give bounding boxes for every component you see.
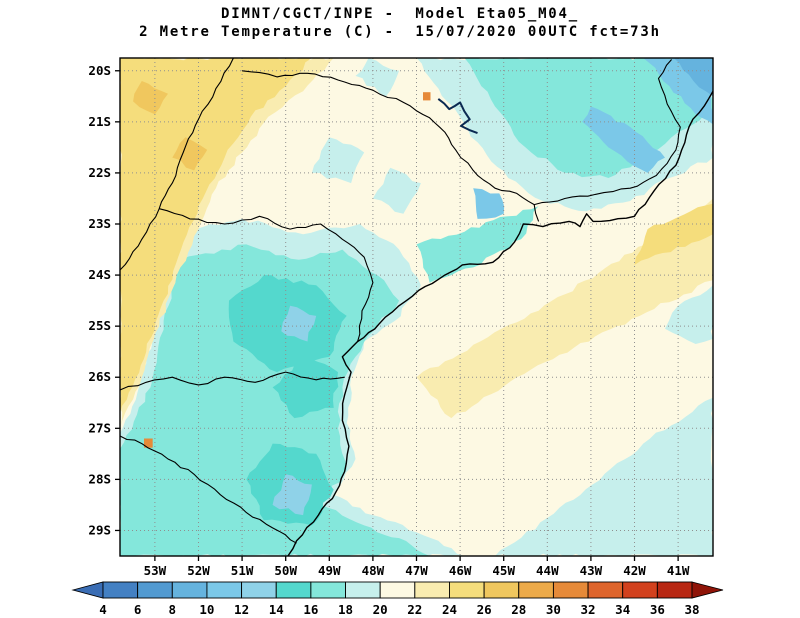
region-mantiqueira-cold-patch <box>473 188 505 219</box>
axes: 53W 52W 51W 50W 49W 48W 47W 46W 45W 44W 43W 42W 41W 2… <box>88 63 689 578</box>
colorbar-label: 16 <box>303 602 318 617</box>
lat-label: 21S <box>88 114 111 129</box>
colorbar-segment <box>275 581 312 599</box>
border-pr-sc <box>120 371 345 391</box>
colorbar-label: 12 <box>234 602 249 617</box>
border-sp-mg <box>242 70 540 222</box>
lon-label: 50W <box>274 563 297 578</box>
region-south-cool-core-c <box>272 356 339 419</box>
colorbar-segment <box>137 581 173 599</box>
colorbar-segment <box>414 581 450 599</box>
region-nw-warm-main <box>120 58 312 413</box>
region-offshore-warm-core <box>634 203 713 265</box>
colorbar-segment <box>206 581 243 599</box>
lat-label: 22S <box>88 165 111 180</box>
colorbar-label: 10 <box>199 602 214 617</box>
colorbar: 4 6 8 10 12 14 16 18 20 22 24 26 28 30 32 34 36 38 <box>71 581 724 617</box>
colorbar-label: 20 <box>373 602 388 617</box>
colorbar-segment <box>552 581 589 599</box>
region-ne-cold-streak <box>582 106 665 173</box>
colorbar-label: 30 <box>546 602 561 617</box>
furnas-reservoir <box>437 98 478 135</box>
colorbar-segment <box>587 581 624 599</box>
lon-label: 48W <box>362 563 385 578</box>
colorbar-segment <box>483 581 520 599</box>
colorbar-label: 28 <box>511 602 526 617</box>
region-top-mild-patch <box>355 58 400 97</box>
colorbar-segment <box>345 581 381 599</box>
chart-title: DIMNT/CGCT/INPE - Model Eta05_M04_ <box>220 6 579 22</box>
colorbar-label: 36 <box>650 602 665 617</box>
region-central-mild-patch-b <box>372 167 421 214</box>
region-east-ocean-cool-patch <box>665 285 713 344</box>
lat-label: 23S <box>88 216 111 231</box>
region-coastal-range-cool <box>416 206 539 283</box>
region-south-cold-patch-b <box>281 305 317 342</box>
colorbar-label: 38 <box>684 602 699 617</box>
colorbar-segment <box>102 581 139 599</box>
coastline <box>287 90 713 556</box>
colorbar-label: 22 <box>407 602 422 617</box>
lat-label: 24S <box>88 267 111 282</box>
colorbar-label: 4 <box>99 602 107 617</box>
colorbar-label: 14 <box>269 602 284 617</box>
region-south-cold-patch-a <box>272 474 312 516</box>
lon-label: 43W <box>580 563 603 578</box>
lon-label: 44W <box>536 563 559 578</box>
colorbar-segment <box>449 581 485 599</box>
colorbar-label: 18 <box>338 602 353 617</box>
region-se-ocean-cool <box>495 397 713 556</box>
colorbar-segment <box>622 581 658 599</box>
colorbar-label: 34 <box>615 602 630 617</box>
border-sp-pr <box>159 208 374 342</box>
region-ne-cold-core <box>673 58 713 97</box>
lon-label: 42W <box>623 563 646 578</box>
colorbar-left-arrow <box>71 581 104 599</box>
lat-label: 25S <box>88 318 111 333</box>
lat-label: 20S <box>88 63 111 78</box>
colorbar-segment <box>656 581 693 599</box>
lon-label: 45W <box>492 563 515 578</box>
map-boundaries <box>120 58 713 556</box>
lon-label: 49W <box>318 563 341 578</box>
lon-label: 41W <box>667 563 690 578</box>
chart-subtitle: 2 Metre Temperature (C) - 15/07/2020 00U… <box>139 24 661 40</box>
border-parana-river <box>120 58 234 271</box>
lon-label: 47W <box>405 563 428 578</box>
lon-label: 51W <box>231 563 254 578</box>
colorbar-segment <box>241 581 277 599</box>
title-block: DIMNT/CGCT/INPE - Model Eta05_M04_ 2 Met… <box>0 0 800 41</box>
colorbar-label: 24 <box>442 602 457 617</box>
colorbar-label: 6 <box>134 602 142 617</box>
lat-label: 27S <box>88 420 111 435</box>
colorbar-label: 26 <box>477 602 492 617</box>
colorbar-label: 32 <box>581 602 596 617</box>
colorbar-segment <box>171 581 208 599</box>
lon-label: 52W <box>187 563 210 578</box>
grid-lines <box>120 58 713 556</box>
region-warm-spot-a <box>423 92 431 101</box>
border-sc-rs <box>120 435 297 544</box>
region-central-mild-patch-a <box>311 137 365 184</box>
colorbar-segment <box>518 581 554 599</box>
border-mg-rj-es <box>534 59 681 206</box>
lat-label: 26S <box>88 369 111 384</box>
colorbar-segment <box>310 581 346 599</box>
lat-label: 29S <box>88 522 111 537</box>
region-warm-spot-b <box>144 438 153 448</box>
lon-label: 46W <box>449 563 472 578</box>
colorbar-segment <box>379 581 416 599</box>
colorbar-label: 8 <box>169 602 177 617</box>
region-nw-warm-core-a <box>133 81 168 115</box>
lat-label: 28S <box>88 471 111 486</box>
colorbar-right-arrow <box>691 581 724 599</box>
lon-label: 53W <box>144 563 167 578</box>
